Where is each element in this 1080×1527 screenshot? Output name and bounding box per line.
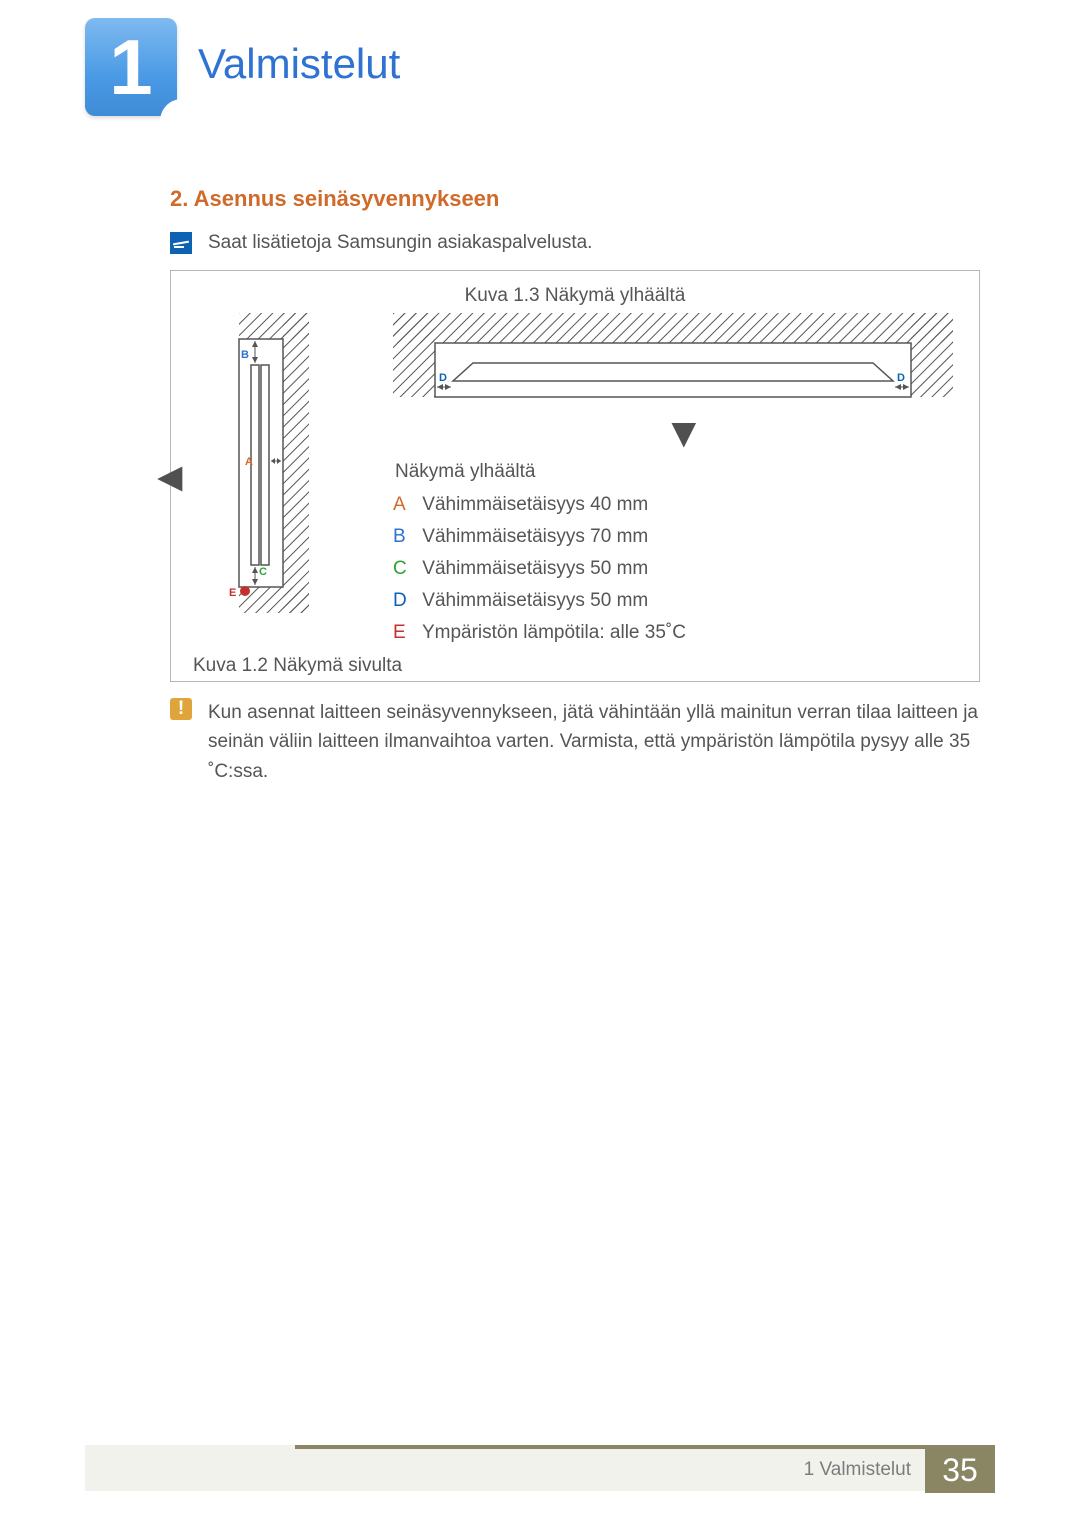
distance-b: Vähimmäisetäisyys 70 mm bbox=[422, 526, 648, 547]
figure-box: Kuva 1.3 Näkymä ylhäältä ◄ bbox=[170, 270, 980, 682]
distance-a: Vähimmäisetäisyys 40 mm bbox=[422, 494, 648, 515]
label-e-side: E bbox=[229, 587, 236, 599]
footer-page-number: 35 bbox=[925, 1447, 995, 1493]
figure-top-caption: Kuva 1.3 Näkymä ylhäältä bbox=[193, 285, 957, 307]
caution-text: Kun asennat laitteen seinäsyvennykseen, … bbox=[208, 698, 980, 786]
label-a-side: A bbox=[245, 456, 253, 468]
distance-e: Ympäristön lämpötila: alle 35˚C bbox=[422, 622, 686, 643]
list-item: B Vähimmäisetäisyys 70 mm bbox=[393, 521, 957, 553]
list-item: E Ympäristön lämpötila: alle 35˚C bbox=[393, 617, 957, 649]
caution-row: ! Kun asennat laitteen seinäsyvennykseen… bbox=[170, 698, 980, 786]
top-view-diagram: D D ▼ bbox=[393, 313, 953, 443]
label-d-right: D bbox=[897, 372, 905, 384]
note-text: Saat lisätietoja Samsungin asiakaspalvel… bbox=[208, 232, 592, 254]
side-view-svg: B A C E bbox=[193, 313, 363, 613]
label-a: A bbox=[393, 494, 417, 516]
chapter-number-tab: 1 bbox=[85, 18, 177, 116]
label-e: E bbox=[393, 622, 417, 644]
page: 1 Valmistelut 2. Asennus seinäsyvennykse… bbox=[0, 0, 1080, 1527]
footer-text: 1 Valmistelut bbox=[804, 1459, 925, 1481]
top-view-wrap: D D ▼ Näkymä ylhäältä A Vähimmäisetäisyy… bbox=[393, 313, 957, 649]
label-b: B bbox=[393, 526, 417, 548]
note-icon bbox=[170, 232, 192, 254]
figure-inner: ◄ bbox=[193, 313, 957, 649]
list-item: D Vähimmäisetäisyys 50 mm bbox=[393, 585, 957, 617]
list-item: C Vähimmäisetäisyys 50 mm bbox=[393, 553, 957, 585]
label-c-side: C bbox=[259, 566, 267, 578]
label-b-side: B bbox=[241, 349, 249, 361]
chapter-title: Valmistelut bbox=[198, 40, 400, 88]
figure-bottom-caption: Kuva 1.2 Näkymä sivulta bbox=[193, 655, 957, 677]
footer-bar: 1 Valmistelut 35 bbox=[85, 1445, 995, 1491]
distance-list-title: Näkymä ylhäältä bbox=[395, 461, 957, 483]
side-view-diagram: ◄ bbox=[193, 313, 363, 613]
list-item: A Vähimmäisetäisyys 40 mm bbox=[393, 489, 957, 521]
arrow-down-icon: ▼ bbox=[663, 409, 705, 457]
note-row: Saat lisätietoja Samsungin asiakaspalvel… bbox=[170, 232, 592, 254]
label-d: D bbox=[393, 590, 417, 612]
section-heading: 2. Asennus seinäsyvennykseen bbox=[170, 186, 499, 212]
caution-icon: ! bbox=[170, 698, 192, 720]
distance-list: A Vähimmäisetäisyys 40 mm B Vähimmäisetä… bbox=[393, 489, 957, 649]
label-c: C bbox=[393, 558, 417, 580]
label-d-left: D bbox=[439, 372, 447, 384]
distance-c: Vähimmäisetäisyys 50 mm bbox=[422, 558, 648, 579]
distance-d: Vähimmäisetäisyys 50 mm bbox=[422, 590, 648, 611]
arrow-left-icon: ◄ bbox=[149, 453, 191, 501]
